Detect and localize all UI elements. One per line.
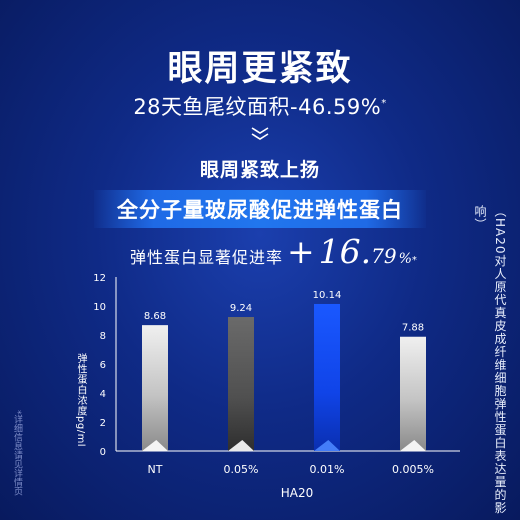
- experiment-note: （HA20对人原代真皮成纤维细胞弹性蛋白表达量的影响）: [473, 205, 507, 515]
- y-tick-label: 12: [93, 273, 106, 284]
- bars: [142, 303, 426, 451]
- page-subtitle: 28天鱼尾纹面积-46.59%*: [0, 91, 520, 121]
- x-tick-labels: NT 0.05% 0.01% 0.005%: [148, 463, 434, 476]
- value-label: 9.24: [230, 303, 252, 314]
- promo-unit: %: [398, 251, 412, 267]
- promo-value-dec: 79: [371, 244, 397, 268]
- x-tick-label: 0.01%: [310, 463, 345, 476]
- promo-footnote-mark: *: [411, 255, 417, 266]
- bar: [142, 325, 168, 451]
- y-tick-label: 4: [100, 389, 106, 400]
- y-tick-labels: 0 2 4 6 8 10 12: [93, 273, 106, 458]
- bar-shine: [314, 440, 340, 451]
- subtitle-footnote-mark: *: [381, 98, 387, 109]
- y-tick-label: 6: [100, 360, 106, 371]
- promo-value-int: 16.: [318, 232, 372, 271]
- value-label: 8.68: [144, 311, 166, 322]
- detail-footnote: *详细信息请见详情页: [12, 410, 22, 496]
- y-tick-label: 2: [100, 418, 106, 429]
- highlight-banner: 全分子量玻尿酸促进弹性蛋白: [94, 190, 426, 228]
- banner-text: 全分子量玻尿酸促进弹性蛋白: [117, 198, 403, 222]
- value-label: 10.14: [313, 290, 342, 301]
- bar: [400, 336, 426, 451]
- value-labels: 8.68 9.24 10.14 7.88: [144, 290, 424, 334]
- x-tick-label: NT: [148, 463, 163, 476]
- section-title: 眼周紧致上扬: [199, 159, 320, 181]
- bar-shine: [228, 440, 254, 451]
- y-tick-label: 8: [100, 331, 106, 342]
- chevron-down-icon: [251, 127, 269, 140]
- bar-shine: [142, 440, 168, 451]
- page-title: 眼周更紧致: [167, 49, 353, 89]
- y-tick-label: 10: [93, 302, 106, 313]
- x-axis-title: HA20: [281, 486, 314, 500]
- promo-label: 弹性蛋白显著促进率: [130, 248, 284, 267]
- subtitle-text: 28天鱼尾纹面积-46.59%: [133, 95, 382, 119]
- bar: [314, 303, 340, 451]
- x-tick-label: 0.05%: [224, 463, 259, 476]
- promo-sign: +: [287, 232, 315, 271]
- x-tick-label: 0.005%: [392, 463, 434, 476]
- bar: [228, 317, 254, 451]
- value-label: 7.88: [402, 323, 424, 334]
- y-tick-label: 0: [100, 447, 106, 458]
- y-axis-label: 弹性蛋白浓度pg/ml: [75, 353, 86, 448]
- promo-rate: 弹性蛋白显著促进率 + 16. 79 % *: [130, 232, 417, 272]
- bar-shine: [400, 440, 426, 451]
